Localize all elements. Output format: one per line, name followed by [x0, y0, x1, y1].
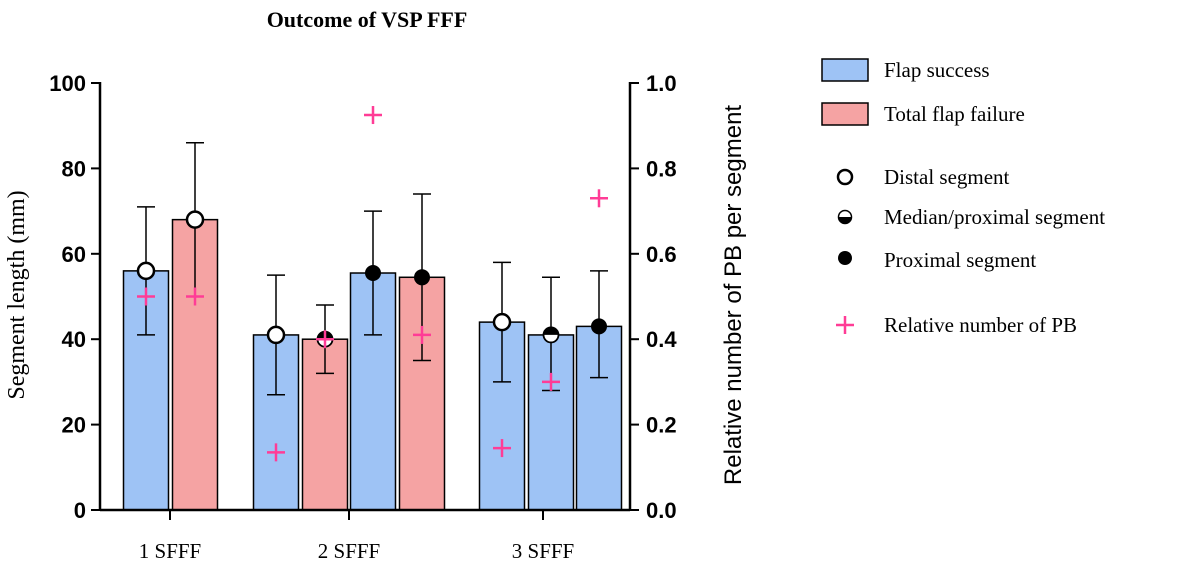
legend-marker-distal-icon: [836, 168, 854, 186]
y-axis-label: Segment length (mm): [4, 190, 30, 399]
y-tick-label: 40: [62, 327, 86, 352]
relative-pb-marker: [316, 330, 334, 349]
relative-pb-marker: [590, 189, 608, 208]
relative-pb-marker: [186, 287, 204, 306]
legend-label-distal: Distal segment: [884, 165, 1010, 189]
y-tick-label: 80: [62, 156, 86, 181]
x-tick-label: 1 SFFF: [139, 539, 201, 563]
legend-label-relative-pb: Relative number of PB: [884, 313, 1077, 337]
legend-label-flap-success: Flap success: [884, 58, 990, 82]
y-tick-label: 60: [62, 242, 86, 267]
legend-marker-median-proximal-icon: [837, 209, 853, 225]
relative-pb-marker: [413, 325, 431, 344]
y-tick-label: 100: [49, 71, 86, 96]
legend-marker-proximal-icon: [838, 251, 852, 265]
legend-marker-relative-pb-icon: [836, 316, 854, 334]
relative-pb-marker: [542, 372, 560, 391]
legend: Flap success Total flap failure Distal s…: [821, 58, 1105, 337]
legend-label-total-flap-failure: Total flap failure: [884, 102, 1025, 126]
distal-segment-marker: [492, 312, 512, 332]
y2-tick-label: 0.4: [646, 327, 677, 352]
y2-tick-label: 1.0: [646, 71, 677, 96]
y2-tick-label: 0.2: [646, 413, 677, 438]
distal-segment-marker: [266, 325, 286, 345]
y2-tick-label: 0.8: [646, 156, 677, 181]
y2-tick-label: 0.0: [646, 498, 677, 523]
chart-title: Outcome of VSP FFF: [267, 7, 468, 32]
legend-label-median-proximal: Median/proximal segment: [884, 205, 1105, 229]
x-tick-label: 3 SFFF: [512, 539, 574, 563]
y2-axis-label: Relative number of PB per segment: [720, 105, 747, 486]
relative-pb-marker: [493, 439, 511, 458]
proximal-segment-marker: [591, 318, 607, 335]
relative-pb-marker: [364, 106, 382, 125]
distal-segment-marker: [185, 210, 205, 229]
distal-segment-marker: [136, 261, 156, 281]
y2-tick-label: 0.6: [646, 242, 677, 267]
proximal-segment-marker: [414, 269, 430, 286]
legend-swatch-total-flap-failure: [821, 102, 869, 126]
y-tick-label: 20: [62, 413, 86, 438]
y-tick-label: 0: [74, 498, 86, 523]
relative-pb-marker: [137, 287, 155, 306]
legend-label-proximal: Proximal segment: [884, 248, 1036, 272]
legend-swatch-flap-success: [821, 58, 869, 82]
plot-area: 0 20 40 60 80 100 0.0 0.2 0.4 0.6 0.8 1.0 1 SFFF 2 SF…: [49, 71, 677, 563]
x-tick-label: 2 SFFF: [318, 539, 380, 563]
relative-pb-marker: [267, 443, 285, 462]
proximal-segment-marker: [365, 265, 381, 282]
median-proximal-segment-marker: [542, 326, 560, 344]
